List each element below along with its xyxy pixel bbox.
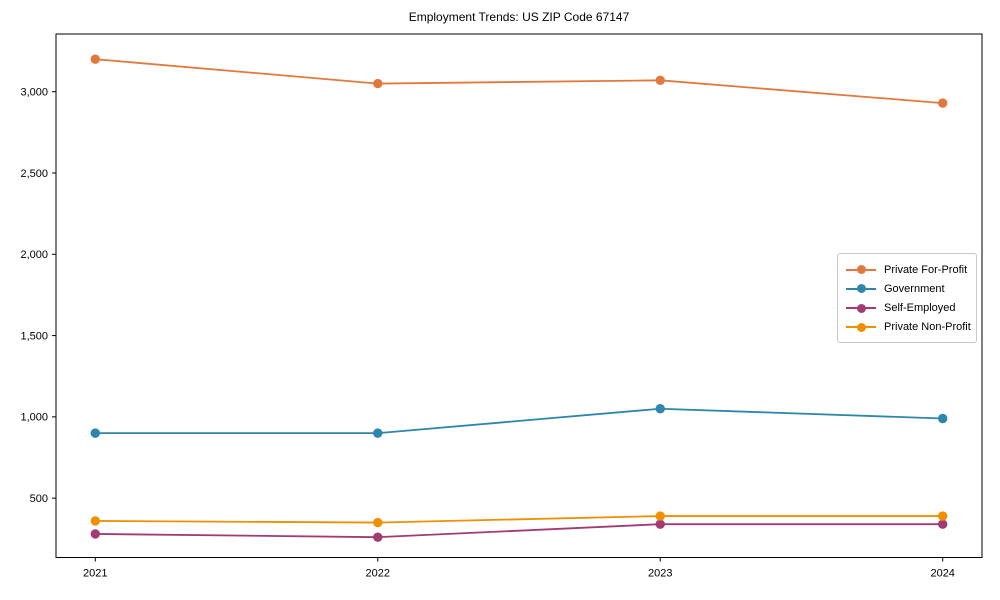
x-tick-label: 2024 [930, 568, 954, 580]
x-tick-label: 2022 [366, 568, 390, 580]
chart-title: Employment Trends: US ZIP Code 67147 [408, 10, 630, 24]
legend-label: Self-Employed [884, 302, 956, 315]
data-point-self-employed [373, 532, 383, 542]
legend-swatch-icon [846, 303, 876, 313]
plot-border [55, 33, 983, 558]
data-point-government [938, 413, 948, 424]
legend-item-self-employed: Self-Employed [846, 299, 968, 318]
y-tick-label: 3,000 [20, 87, 48, 99]
data-point-government [655, 404, 665, 414]
legend-swatch-icon [846, 265, 876, 275]
legend-swatch-icon [846, 284, 876, 294]
data-point-government [373, 428, 383, 438]
data-point-private-non-profit [938, 511, 948, 521]
y-tick-label: 1,000 [20, 412, 48, 424]
y-tick-label: 500 [30, 493, 48, 505]
chart-legend: Private For-Profit Government Self-Employe… [837, 253, 977, 343]
data-point-self-employed [938, 519, 948, 529]
x-tick-label: 2021 [83, 568, 107, 580]
y-tick-label: 1,500 [20, 330, 48, 342]
series-line-private-non-profit [94, 515, 944, 524]
y-tick-label: 2,500 [20, 168, 48, 180]
legend-item-government: Government [846, 279, 968, 298]
legend-label: Private For-Profit [884, 263, 968, 276]
legend-item-private-for-profit: Private For-Profit [846, 260, 968, 279]
data-point-self-employed [655, 519, 665, 529]
data-point-private-non-profit [373, 517, 383, 528]
data-point-private-non-profit [655, 511, 665, 521]
data-point-self-employed [90, 529, 101, 539]
series-line-government [94, 407, 944, 435]
data-point-private-non-profit [90, 516, 101, 526]
legend-swatch-icon [846, 322, 876, 332]
x-tick-label: 2023 [648, 568, 672, 580]
legend-item-private-non-profit: Private Non-Profit [846, 318, 971, 337]
legend-label: Private Non-Profit [884, 321, 971, 334]
data-point-government [90, 428, 101, 438]
y-tick-label: 2,000 [20, 249, 48, 261]
data-point-private-for-profit [90, 54, 101, 64]
legend-label: Government [884, 282, 945, 295]
series-line-self-employed [94, 523, 944, 539]
data-point-private-for-profit [655, 75, 665, 86]
series-line-private-for-profit [94, 58, 944, 104]
data-point-private-for-profit [373, 78, 383, 89]
data-point-private-for-profit [938, 98, 948, 108]
